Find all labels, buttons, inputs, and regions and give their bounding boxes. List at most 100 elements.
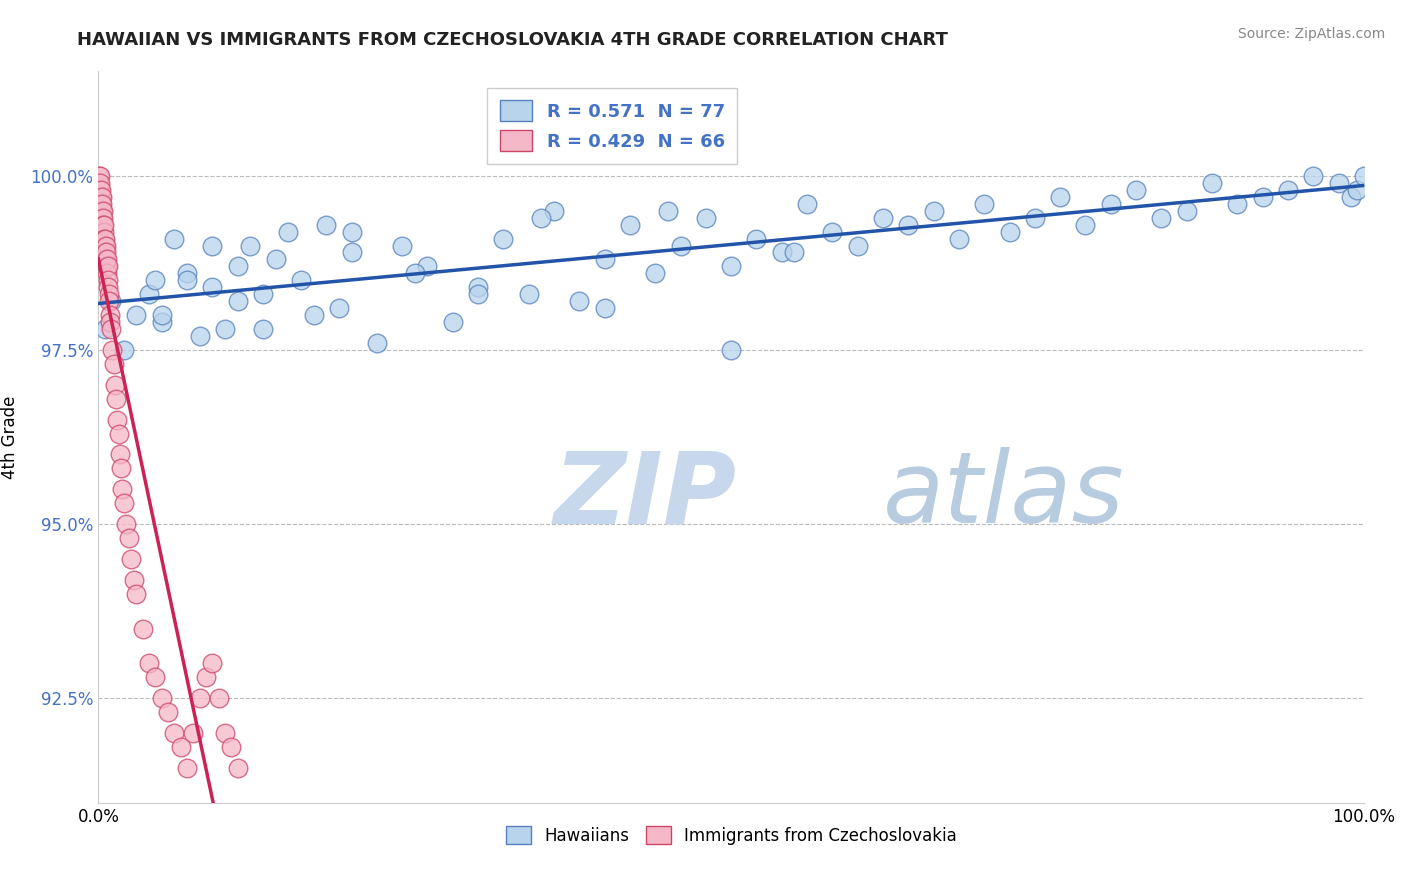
Point: [96, 260, 118, 274]
Point: [201, 657, 224, 671]
Point: [169, 740, 191, 755]
Point: [91, 196, 114, 211]
Point: [90, 190, 112, 204]
Point: [669, 238, 692, 252]
Point: [98, 308, 121, 322]
Point: [214, 322, 236, 336]
Point: [1302, 169, 1324, 183]
Point: [100, 315, 122, 329]
Point: [1251, 190, 1274, 204]
Point: [315, 218, 337, 232]
Point: [568, 294, 591, 309]
Point: [97, 273, 120, 287]
Point: [101, 343, 124, 357]
Point: [208, 691, 231, 706]
Point: [90, 183, 112, 197]
Point: [441, 315, 464, 329]
Text: Source: ZipAtlas.com: Source: ZipAtlas.com: [1237, 27, 1385, 41]
Point: [252, 322, 274, 336]
Point: [1074, 218, 1097, 232]
Point: [846, 238, 869, 252]
Point: [93, 238, 117, 252]
Point: [770, 245, 793, 260]
Point: [872, 211, 894, 225]
Point: [340, 245, 363, 260]
Legend: Hawaiians, Immigrants from Czechoslovakia: Hawaiians, Immigrants from Czechoslovaki…: [498, 818, 965, 853]
Point: [188, 329, 211, 343]
Point: [89, 176, 111, 190]
Y-axis label: 4th Grade: 4th Grade: [1, 395, 20, 479]
Point: [89, 176, 111, 190]
Point: [1226, 196, 1249, 211]
Point: [239, 238, 262, 252]
Point: [783, 245, 806, 260]
Point: [1277, 183, 1299, 197]
Point: [1175, 203, 1198, 218]
Point: [93, 231, 115, 245]
Point: [94, 252, 117, 267]
Point: [176, 266, 198, 280]
Point: [183, 726, 205, 740]
Point: [998, 225, 1021, 239]
Point: [91, 203, 114, 218]
Point: [695, 211, 717, 225]
Point: [1125, 183, 1147, 197]
Point: [194, 670, 217, 684]
Point: [91, 211, 114, 225]
Point: [138, 287, 160, 301]
Point: [657, 203, 679, 218]
Point: [93, 218, 115, 232]
Point: [973, 196, 995, 211]
Point: [163, 726, 186, 740]
Point: [98, 294, 121, 309]
Point: [100, 322, 122, 336]
Point: [1327, 176, 1350, 190]
Point: [1150, 211, 1173, 225]
Point: [517, 287, 540, 301]
Point: [138, 657, 160, 671]
Point: [94, 238, 117, 252]
Point: [302, 308, 325, 322]
Point: [644, 266, 666, 280]
Point: [796, 196, 818, 211]
Point: [103, 357, 125, 371]
Point: [90, 190, 112, 204]
Point: [492, 231, 515, 245]
Point: [122, 573, 145, 587]
Point: [145, 273, 166, 287]
Point: [543, 203, 565, 218]
Point: [90, 196, 112, 211]
Point: [97, 280, 120, 294]
Point: [107, 412, 129, 426]
Point: [111, 483, 134, 497]
Point: [530, 211, 553, 225]
Point: [1340, 190, 1362, 204]
Point: [467, 280, 489, 294]
Point: [145, 670, 166, 684]
Point: [226, 260, 249, 274]
Point: [163, 231, 186, 245]
Point: [277, 225, 299, 239]
Point: [150, 315, 173, 329]
Point: [125, 587, 148, 601]
Point: [391, 238, 413, 252]
Point: [176, 761, 198, 775]
Text: HAWAIIAN VS IMMIGRANTS FROM CZECHOSLOVAKIA 4TH GRADE CORRELATION CHART: HAWAIIAN VS IMMIGRANTS FROM CZECHOSLOVAK…: [77, 31, 948, 49]
Point: [97, 287, 120, 301]
Point: [1347, 183, 1369, 197]
Text: atlas: atlas: [883, 447, 1125, 544]
Point: [226, 761, 249, 775]
Point: [745, 231, 768, 245]
Point: [108, 448, 131, 462]
Point: [104, 377, 127, 392]
Point: [91, 203, 114, 218]
Point: [112, 343, 135, 357]
Point: [120, 552, 142, 566]
Point: [112, 496, 135, 510]
Point: [94, 245, 117, 260]
Point: [96, 245, 118, 260]
Point: [619, 218, 641, 232]
Point: [1353, 169, 1375, 183]
Point: [100, 294, 122, 309]
Point: [115, 517, 138, 532]
